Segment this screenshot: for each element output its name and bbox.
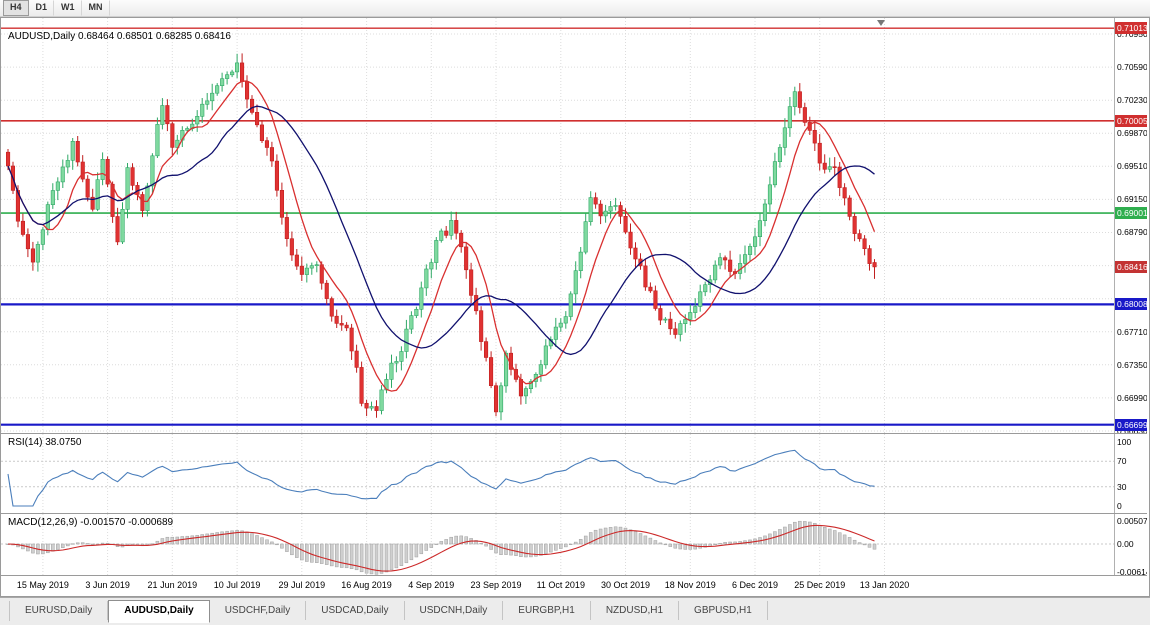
- date-label: 30 Oct 2019: [600, 580, 651, 590]
- rsi-line: [7, 449, 875, 507]
- rsi-tick-label: 100: [1117, 437, 1132, 447]
- price-tick-label: 0.69870: [1117, 128, 1147, 139]
- chart-tab-audusd-daily[interactable]: AUDUSD,Daily: [108, 600, 210, 623]
- rsi-indicator-pane[interactable]: RSI(14) 38.0750 100 70 30 0: [1, 433, 1147, 513]
- date-label: 3 Jun 2019: [85, 580, 130, 590]
- chart-legend: AUDUSD,Daily 0.68464 0.68501 0.68285 0.6…: [8, 31, 231, 42]
- date-label: 18 Nov 2019: [664, 580, 716, 590]
- price-level-tag-0.70005: 0.70005: [1115, 114, 1147, 127]
- date-label: 16 Aug 2019: [341, 580, 392, 590]
- date-label: 29 Jul 2019: [278, 580, 326, 590]
- price-level-tag-0.66699: 0.66699: [1115, 418, 1147, 431]
- date-label: 23 Sep 2019: [470, 580, 522, 590]
- date-label: 11 Oct 2019: [536, 580, 585, 590]
- chart-tab-nzdusd-h1[interactable]: NZDUSD,H1: [590, 601, 680, 620]
- date-label: 21 Jun 2019: [147, 580, 198, 590]
- date-label: 15 May 2019: [16, 580, 69, 590]
- chart-shift-marker-icon[interactable]: [877, 20, 885, 26]
- chart-tab-eurusd-daily[interactable]: EURUSD,Daily: [10, 601, 109, 620]
- rsi-axis[interactable]: 100 70 30 0: [1114, 434, 1147, 513]
- date-label: 25 Dec 2019: [794, 580, 846, 590]
- price-level-tag-0.69001: 0.69001: [1115, 207, 1147, 220]
- rsi-grid: [1, 434, 1114, 513]
- current-price-tag: 0.68416: [1115, 260, 1147, 273]
- price-tick-label: 0.70590: [1117, 62, 1147, 73]
- price-tick-label: 0.67350: [1117, 359, 1147, 370]
- price-level-tag-0.71013: 0.71013: [1115, 22, 1147, 35]
- macd-canvas[interactable]: [1, 514, 1114, 575]
- date-label: 10 Jul 2019: [213, 580, 261, 590]
- timeframe-button-d1[interactable]: D1: [29, 0, 55, 16]
- macd-title: MACD(12,26,9) -0.001570 -0.000689: [8, 517, 174, 528]
- rsi-title: RSI(14) 38.0750: [8, 437, 82, 448]
- tab-spacer: [0, 601, 10, 621]
- macd-tick-label: 0.00: [1117, 539, 1134, 549]
- rsi-canvas[interactable]: [1, 434, 1114, 513]
- chart-tab-usdcad-daily[interactable]: USDCAD,Daily: [306, 601, 405, 620]
- macd-signal-line: [7, 524, 875, 572]
- rsi-tick-label: 0: [1117, 501, 1122, 511]
- price-axis[interactable]: 0.709500.705900.702300.698700.695100.691…: [1114, 18, 1147, 433]
- moving-average-8-line: [7, 80, 876, 392]
- chart-tab-eurgbp-h1[interactable]: EURGBP,H1: [503, 601, 591, 620]
- macd-axis[interactable]: 0.005076 0.00 -0.006148: [1114, 514, 1147, 575]
- price-tick-label: 0.67710: [1117, 326, 1147, 337]
- macd-histogram: [6, 520, 877, 575]
- price-tick-label: 0.69510: [1117, 161, 1147, 172]
- timeframe-toolbar: H4 D1 W1 MN: [0, 0, 1150, 17]
- rsi-tick-label: 70: [1117, 456, 1127, 467]
- price-chart-pane[interactable]: AUDUSD,Daily 0.68464 0.68501 0.68285 0.6…: [1, 18, 1147, 433]
- date-label: 13 Jan 2020: [859, 580, 910, 590]
- price-tick-label: 0.68790: [1117, 227, 1147, 238]
- rsi-tick-label: 30: [1117, 481, 1127, 492]
- price-chart-canvas[interactable]: [1, 18, 1114, 433]
- date-label: 4 Sep 2019: [408, 580, 455, 590]
- price-tick-label: 0.69150: [1117, 194, 1147, 205]
- main-grid: [1, 18, 1114, 433]
- chart-tab-usdcnh-daily[interactable]: USDCNH,Daily: [404, 601, 504, 620]
- macd-tick-label: -0.006148: [1117, 566, 1147, 575]
- price-tick-label: 0.66990: [1117, 392, 1147, 403]
- time-axis[interactable]: 15 May 2019 3 Jun 2019 21 Jun 2019 10 Jul 2…: [1, 575, 1147, 596]
- horizontal-level-lines[interactable]: [1, 27, 1114, 426]
- timeframe-button-w1[interactable]: W1: [54, 0, 82, 16]
- macd-indicator-pane[interactable]: MACD(12,26,9) -0.001570 -0.000689 0.0050…: [1, 513, 1147, 575]
- price-tick-label: 0.70230: [1117, 95, 1147, 106]
- timeframe-button-mn[interactable]: MN: [82, 0, 110, 16]
- chart-tab-gbpusd-h1[interactable]: GBPUSD,H1: [679, 601, 768, 620]
- chart-tab-bar: EURUSD,Daily AUDUSD,Daily USDCHF,Daily USDC…: [0, 597, 1150, 625]
- chart-window: AUDUSD,Daily 0.68464 0.68501 0.68285 0.6…: [0, 17, 1150, 597]
- chart-tab-usdchf-daily[interactable]: USDCHF,Daily: [209, 601, 307, 620]
- date-label: 6 Dec 2019: [731, 580, 779, 590]
- price-level-tag-0.68008: 0.68008: [1115, 298, 1147, 311]
- timeframe-button-h4[interactable]: H4: [3, 0, 29, 16]
- macd-tick-label: 0.005076: [1117, 515, 1147, 526]
- moving-average-21-line: [7, 105, 875, 356]
